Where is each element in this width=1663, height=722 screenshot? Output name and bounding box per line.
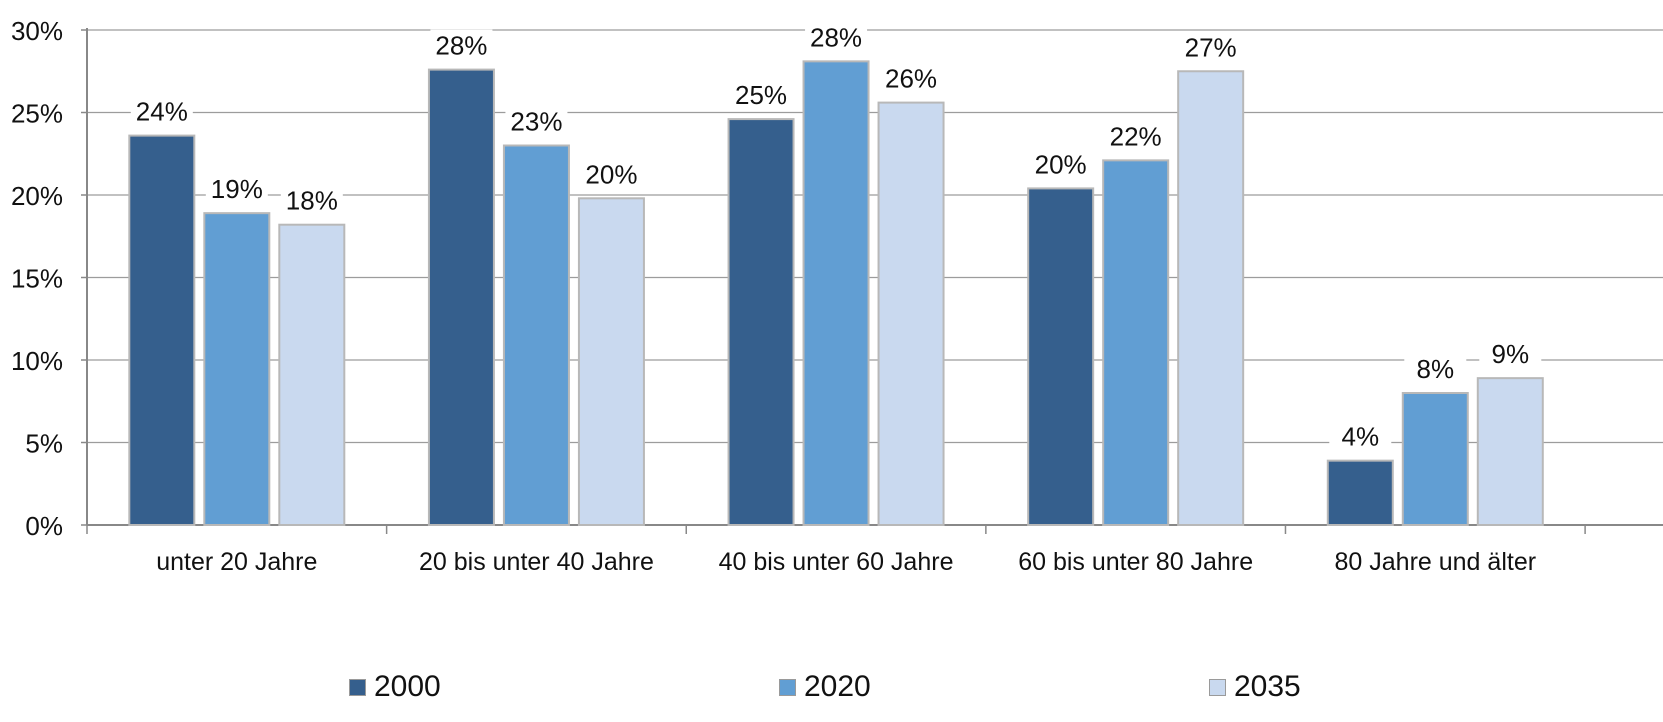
bar-2000 xyxy=(427,68,495,526)
legend-swatch-2020 xyxy=(779,678,796,696)
data-label-2000: 24% xyxy=(136,97,188,127)
bar-2000 xyxy=(1027,187,1095,526)
y-tick-label: 10% xyxy=(11,346,63,376)
x-category-label: unter 20 Jahre xyxy=(156,548,317,576)
y-tick-label: 0% xyxy=(25,511,63,541)
bar-2035 xyxy=(877,101,945,526)
data-label-bg xyxy=(1329,420,1392,451)
bar-2020 xyxy=(802,60,870,526)
legend-label-2000: 2000 xyxy=(374,670,441,703)
bar-2000 xyxy=(128,134,196,526)
legend-item-2035: 2035 xyxy=(1209,670,1301,704)
data-label-2035: 18% xyxy=(286,186,338,216)
data-label-bg xyxy=(1179,31,1242,62)
data-label-bg xyxy=(280,184,343,215)
data-label-bg xyxy=(1404,353,1467,383)
data-label-bg xyxy=(1479,338,1542,369)
data-label-2000: 28% xyxy=(435,31,487,61)
data-label-bg xyxy=(1104,120,1167,151)
bar-2020 xyxy=(502,144,570,526)
data-label-2035: 27% xyxy=(1185,32,1237,62)
x-category-label: 40 bis unter 60 Jahre xyxy=(719,548,954,576)
data-label-2000: 25% xyxy=(735,80,787,110)
data-label-2020: 19% xyxy=(211,174,263,204)
bar-2035 xyxy=(278,223,346,526)
data-label-2020: 22% xyxy=(1110,121,1162,151)
data-label-2035: 9% xyxy=(1491,339,1529,369)
legend-label-2035: 2035 xyxy=(1234,670,1301,703)
data-label-2020: 23% xyxy=(510,107,562,137)
bar-2035 xyxy=(1177,70,1245,526)
legend-item-2000: 2000 xyxy=(349,670,441,704)
y-tick-label: 30% xyxy=(11,16,63,46)
legend: 2000 2020 2035 xyxy=(0,670,1663,716)
legend-swatch-2000 xyxy=(349,678,366,696)
data-label-bg xyxy=(880,62,943,93)
data-label-2000: 20% xyxy=(1035,149,1087,179)
bar-2020 xyxy=(1401,392,1469,526)
x-category-label: 80 Jahre und älter xyxy=(1335,548,1537,576)
legend-item-2020: 2020 xyxy=(779,670,871,704)
x-category-label: 20 bis unter 40 Jahre xyxy=(419,548,654,576)
data-label-bg xyxy=(1029,148,1092,179)
y-tick-label: 25% xyxy=(11,99,63,129)
data-label-bg xyxy=(130,95,193,126)
data-label-bg xyxy=(505,105,568,136)
data-label-bg xyxy=(805,21,868,52)
data-label-bg xyxy=(205,173,268,204)
x-category-label: 60 bis unter 80 Jahre xyxy=(1018,548,1253,576)
legend-swatch-2035 xyxy=(1209,678,1226,696)
legend-label-2020: 2020 xyxy=(804,670,871,703)
data-label-2035: 20% xyxy=(585,159,637,189)
data-label-bg xyxy=(430,29,493,60)
data-label-2020: 28% xyxy=(810,22,862,52)
bar-2000 xyxy=(727,118,795,526)
data-label-2035: 26% xyxy=(885,64,937,94)
bar-2020 xyxy=(1102,159,1170,526)
bar-2035 xyxy=(1476,377,1544,526)
data-label-bg xyxy=(730,79,793,110)
bar-2000 xyxy=(1326,459,1394,526)
y-tick-label: 20% xyxy=(11,181,63,211)
bar-2020 xyxy=(203,212,271,526)
bar-2035 xyxy=(577,197,645,527)
data-label-2000: 4% xyxy=(1341,422,1379,452)
y-tick-label: 5% xyxy=(25,429,63,459)
data-label-2020: 8% xyxy=(1416,354,1454,384)
data-label-bg xyxy=(580,158,643,189)
y-tick-label: 15% xyxy=(11,264,63,294)
